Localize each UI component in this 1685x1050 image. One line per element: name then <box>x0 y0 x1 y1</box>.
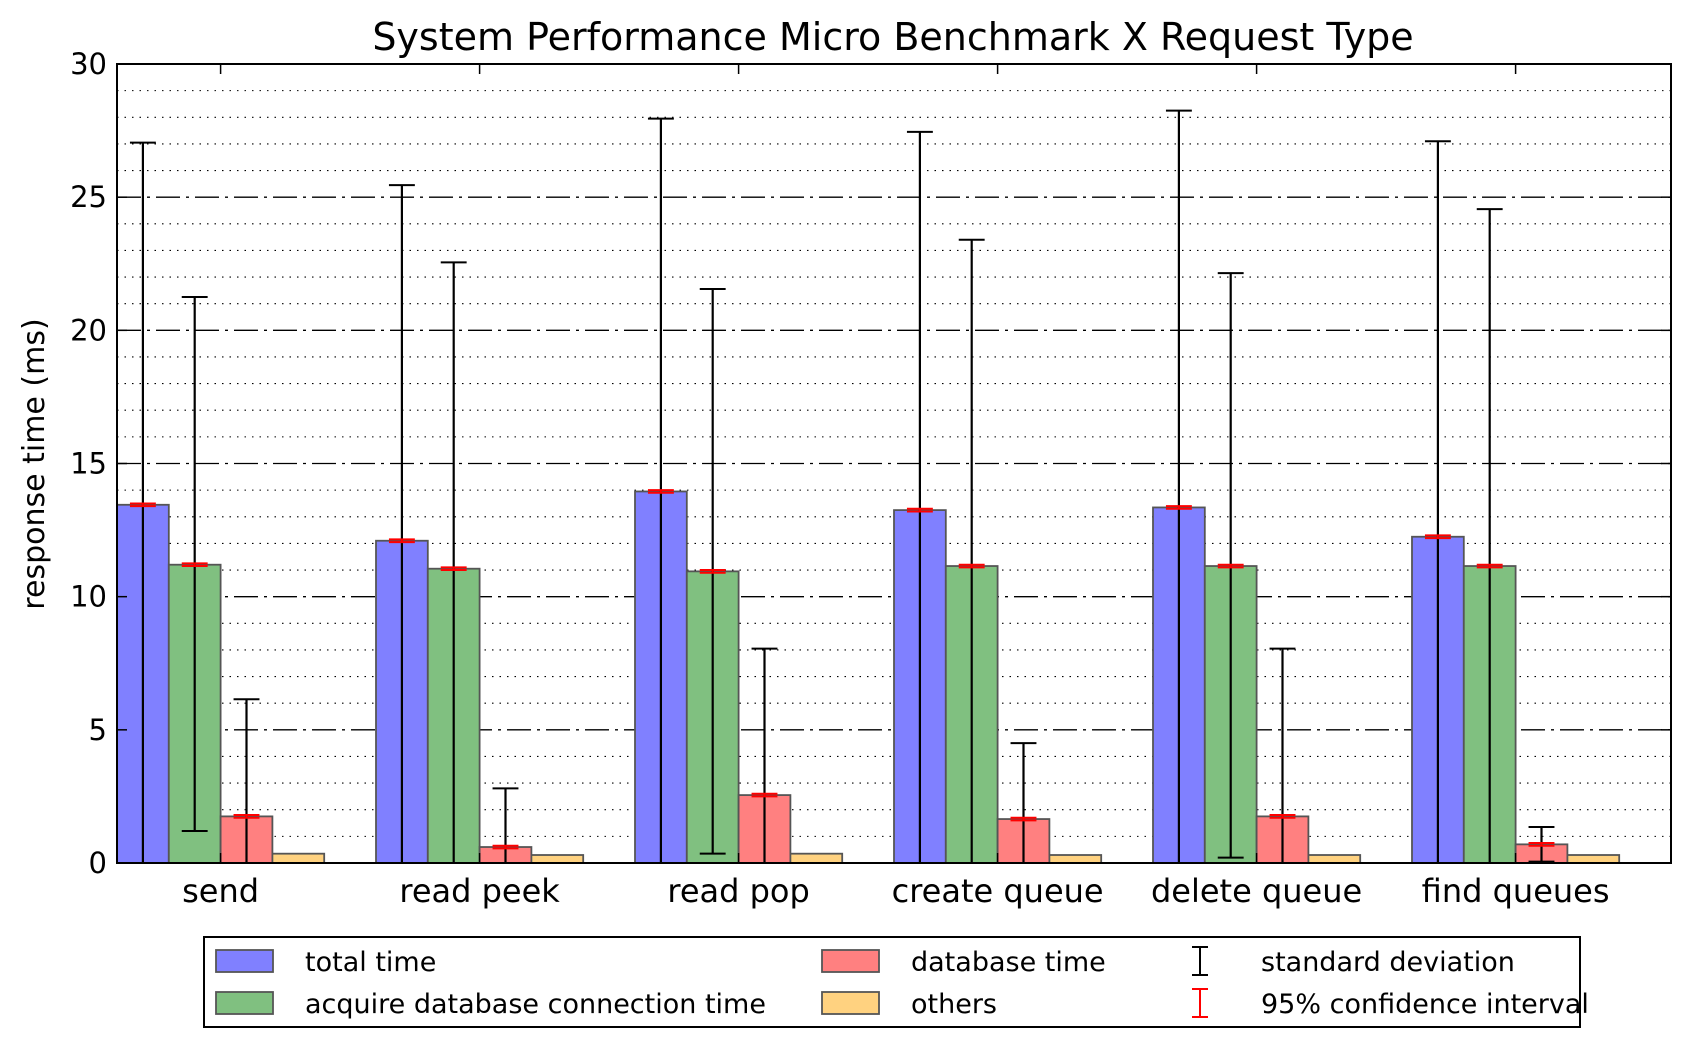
y-tick-label: 15 <box>70 447 107 481</box>
y-tick-label: 20 <box>70 313 107 347</box>
legend-label: standard deviation <box>1261 947 1515 978</box>
y-tick-label: 0 <box>89 846 107 880</box>
bars <box>116 490 1621 864</box>
legend: total time acquire database connection ti… <box>203 936 1589 1028</box>
axes: 0 5 10 15 20 25 30 send read peek read pop create … <box>70 47 1672 910</box>
x-tick-label: create queue <box>892 872 1104 910</box>
legend-label: 95% confidence interval <box>1261 989 1589 1020</box>
y-tick-label: 30 <box>70 47 107 81</box>
y-tick-label: 5 <box>89 713 107 747</box>
x-tick-label: read peek <box>399 872 560 910</box>
bar <box>271 852 326 864</box>
bar <box>789 852 844 864</box>
x-tick-label: read pop <box>667 872 809 910</box>
x-tick-label: send <box>182 872 259 910</box>
bar <box>530 854 585 864</box>
bar <box>1048 854 1103 864</box>
legend-label: acquire database connection time <box>305 989 766 1020</box>
y-tick-label: 25 <box>70 180 107 214</box>
legend-swatch <box>215 949 274 973</box>
chart-title: System Performance Micro Benchmark X Req… <box>372 15 1413 59</box>
y-axis-label: response time (ms) <box>17 318 52 609</box>
legend-swatch <box>215 991 274 1015</box>
y-tick-label: 10 <box>70 580 107 614</box>
legend-swatch <box>821 949 880 973</box>
legend-swatch <box>821 991 880 1015</box>
legend-label: others <box>911 989 997 1020</box>
legend-label: total time <box>305 947 436 978</box>
x-tick-label: delete queue <box>1151 872 1362 910</box>
error-bars <box>129 109 1555 863</box>
legend-label: database time <box>911 947 1106 978</box>
bar <box>1566 854 1621 864</box>
x-tick-label: find queues <box>1422 872 1610 910</box>
legend-box <box>203 936 1581 1028</box>
bar <box>1307 854 1362 864</box>
